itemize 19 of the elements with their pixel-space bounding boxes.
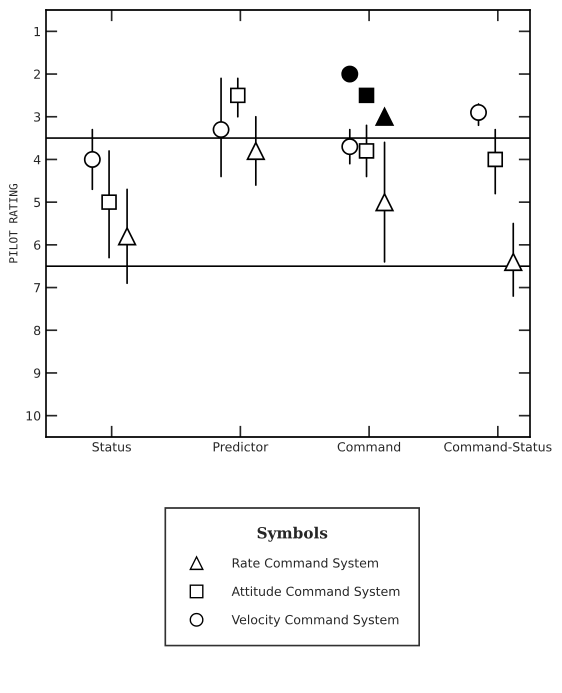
y-tick-label: 4 [34,155,40,164]
y-tick-label: 8 [34,326,40,336]
x-tick-label: Command [338,442,400,452]
y-tick-label: 5 [34,198,40,208]
legend-label: Attitude Command System [232,586,400,598]
y-tick-label: 6 [34,240,40,250]
legend-label: Rate Command System [232,558,378,570]
legend-label: Velocity Command System [232,614,398,627]
y-axis-title: PILOT RATING [9,184,18,263]
y-tick-label: 1 [34,26,40,36]
legend-title: Symbols [258,526,328,542]
y-tick-label: 3 [34,112,40,122]
y-tick-label: 9 [34,368,40,378]
x-tick-label: Predictor [214,442,268,452]
y-tick-label: 2 [34,70,40,79]
x-tick-label: Command-Status [444,442,552,452]
y-tick-label: 10 [26,411,40,421]
x-tick-label: Status [92,442,131,452]
y-tick-label: 7 [34,283,40,292]
